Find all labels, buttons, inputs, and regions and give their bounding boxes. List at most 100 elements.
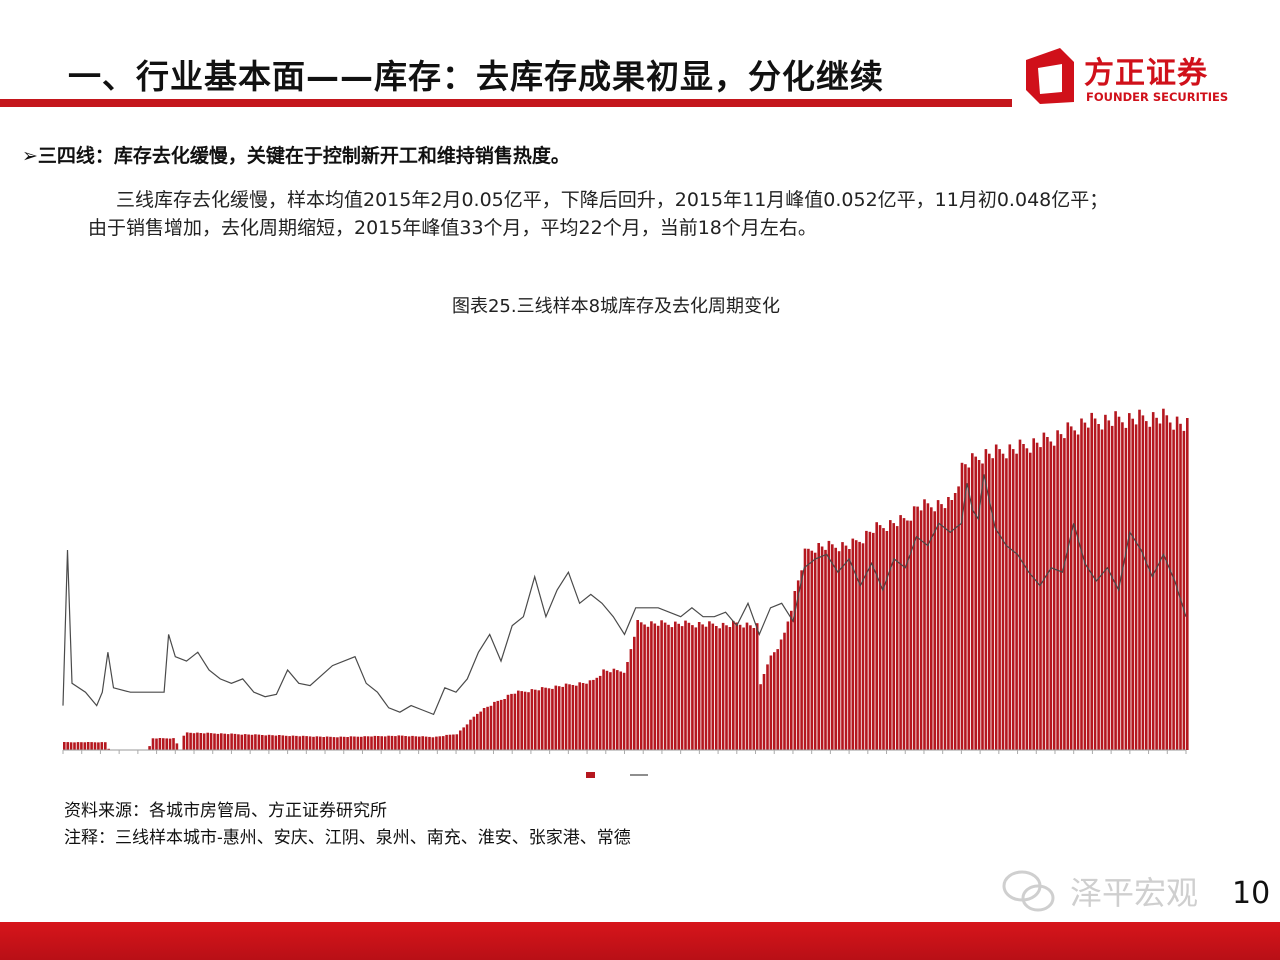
inventory-bar (482, 708, 486, 750)
inventory-bar (441, 736, 445, 750)
inventory-bar (854, 540, 858, 750)
inventory-bar (540, 687, 544, 750)
inventory-bar (366, 736, 370, 750)
inventory-bar (605, 670, 609, 750)
inventory-bar (370, 736, 373, 750)
inventory-bar (916, 506, 919, 750)
inventory-bar (400, 735, 404, 750)
inventory-bar (1162, 408, 1165, 750)
inventory-bar (981, 463, 984, 750)
inventory-bar (387, 735, 390, 750)
inventory-bar (1029, 452, 1032, 750)
inventory-bar (175, 743, 179, 750)
inventory-bar (544, 687, 547, 750)
inventory-bar (769, 655, 773, 750)
inventory-bar (233, 733, 237, 750)
inventory-bar (448, 734, 452, 750)
paragraph-line-1: 三线库存去化缓慢，样本均值2015年2月0.05亿平，下降后回升，2015年11… (116, 189, 1109, 211)
inventory-bar (192, 733, 196, 750)
inventory-bar (1015, 453, 1018, 750)
inventory-bar (636, 620, 639, 750)
inventory-bars (63, 408, 1189, 750)
inventory-bar (264, 735, 267, 750)
inventory-bar (708, 621, 711, 750)
inventory-bar (537, 690, 541, 750)
inventory-bar (452, 734, 455, 750)
inventory-bar (844, 545, 848, 750)
inventory-bar (561, 686, 564, 750)
inventory-bar (278, 735, 281, 750)
inventory-bar (216, 733, 220, 750)
inventory-bar (1059, 434, 1063, 750)
inventory-bar (493, 701, 496, 750)
inventory-bar (1001, 453, 1005, 750)
inventory-bar (377, 736, 380, 750)
inventory-bar (83, 742, 87, 750)
inventory-bar (875, 522, 878, 750)
inventory-bar (701, 624, 704, 750)
inventory-bar (1165, 415, 1169, 750)
inventory-bar (919, 510, 923, 750)
inventory-bar (612, 668, 616, 750)
inventory-bar (1121, 422, 1124, 750)
inventory-bar (472, 716, 476, 750)
inventory-bar (735, 622, 738, 750)
inventory-bar (325, 736, 329, 750)
inventory-bar (209, 733, 213, 750)
inventory-bar (534, 689, 537, 750)
watermark-text: 泽平宏观 (1070, 874, 1199, 912)
inventory-bar (1056, 430, 1059, 750)
inventory-bar (312, 736, 315, 750)
inventory-bar (93, 742, 97, 750)
inventory-chart (62, 408, 1189, 778)
inventory-bar (360, 736, 363, 750)
inventory-bar (933, 511, 936, 750)
inventory-bar (660, 620, 663, 750)
inventory-bar (691, 625, 694, 750)
inventory-bar (554, 685, 558, 750)
inventory-bar (766, 664, 769, 750)
inventory-bar (575, 685, 578, 750)
inventory-bar (827, 540, 831, 750)
inventory-bar (697, 622, 701, 750)
inventory-bar (240, 734, 244, 750)
inventory-bar (786, 621, 790, 750)
inventory-bar (66, 742, 69, 750)
page-number: 10 (1232, 876, 1271, 911)
inventory-bar (1114, 411, 1117, 750)
inventory-bar (1087, 427, 1090, 750)
inventory-bar (172, 738, 175, 750)
inventory-bar (254, 734, 257, 750)
inventory-bar (1131, 418, 1134, 750)
inventory-bar (837, 551, 841, 750)
inventory-bar (759, 684, 762, 750)
inventory-bar (206, 732, 209, 750)
inventory-bar (578, 682, 581, 750)
inventory-bar (1186, 418, 1189, 750)
inventory-bar (1025, 448, 1029, 750)
inventory-bar (1083, 422, 1087, 750)
inventory-bar (674, 621, 677, 750)
inventory-bar (404, 736, 407, 750)
inventory-bar (1049, 441, 1053, 750)
inventory-bar (189, 732, 192, 750)
inventory-bar (892, 523, 895, 750)
body-paragraph: 三线库存去化缓慢，样本均值2015年2月0.05亿平，下降后回升，2015年11… (88, 186, 1218, 242)
inventory-bar (1155, 417, 1158, 750)
inventory-bar (213, 733, 216, 750)
inventory-bar (677, 623, 680, 750)
inventory-bar (882, 528, 885, 750)
note-text: 注释：三线样本城市-惠州、安庆、江阴、泉州、南充、淮安、张家港、常德 (64, 828, 631, 848)
inventory-bar (503, 699, 506, 750)
inventory-bar (185, 732, 189, 750)
inventory-bar (322, 737, 325, 750)
inventory-bar (257, 734, 261, 750)
inventory-bar (496, 700, 500, 750)
inventory-bar (810, 550, 814, 750)
inventory-bar (73, 742, 76, 750)
inventory-bar (889, 520, 892, 750)
inventory-bar (520, 691, 523, 750)
inventory-bar (773, 652, 776, 750)
inventory-bar (1032, 438, 1035, 750)
inventory-bar (97, 742, 100, 750)
